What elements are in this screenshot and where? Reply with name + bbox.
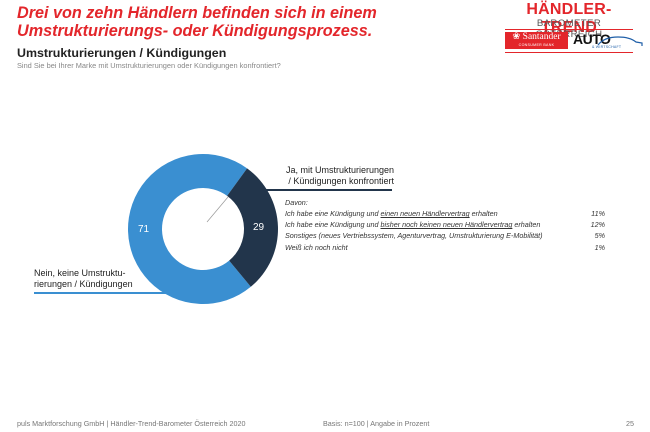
- footer-basis: Basis: n=100 | Angabe in Prozent: [323, 419, 430, 428]
- brand-divider: [505, 29, 633, 30]
- breakdown-value: 5%: [594, 231, 605, 241]
- breakdown-list: Ich habe eine Kündigung und einen neuen …: [285, 208, 605, 253]
- breakdown-text: Ich habe eine Kündigung und einen neuen …: [285, 209, 498, 218]
- breakdown-row: Ich habe eine Kündigung und einen neuen …: [285, 208, 605, 219]
- auto-wirtschaft-logo: AUTO: [573, 31, 611, 47]
- flame-icon: ❀: [512, 32, 521, 42]
- slice-value-no: 71: [138, 224, 150, 235]
- headline: Drei von zehn Händlern befinden sich in …: [17, 4, 377, 40]
- breakdown-title: Davon:: [285, 198, 308, 207]
- footer-source: puls Marktforschung GmbH | Händler-Trend…: [17, 419, 246, 428]
- breakdown-text: Weiß ich noch nicht: [285, 242, 348, 252]
- santander-logo: ❀ Santander CONSUMER BANK: [505, 32, 568, 49]
- slice-value-yes: 29: [253, 222, 265, 233]
- brand-title: HÄNDLER-TREND: [526, 1, 612, 36]
- car-outline-icon: [597, 36, 643, 46]
- breakdown-text: Sonstiges (neues Vertriebssystem, Agentu…: [285, 231, 543, 241]
- leader-line: [206, 196, 229, 223]
- breakdown-text: Ich habe eine Kündigung und bisher noch …: [285, 220, 541, 230]
- breakdown-value: 1%: [594, 242, 605, 252]
- label-yes: Ja, mit Umstrukturierungen / Kündigungen…: [285, 165, 394, 186]
- auto-wirtschaft-sub: & WIRTSCHAFT: [592, 45, 622, 49]
- breakdown-value: 12%: [590, 220, 605, 230]
- label-yes-underline: [262, 189, 392, 191]
- label-no: Nein, keine Umstruktu- rierungen / Kündi…: [34, 268, 133, 289]
- chart-subtitle: Umstrukturierungen / Kündigungen: [17, 46, 227, 60]
- slice-yes: [227, 168, 278, 287]
- breakdown-row: Ich habe eine Kündigung und bisher noch …: [285, 219, 605, 230]
- brand-divider-bottom: [505, 52, 633, 53]
- breakdown-row: Sonstiges (neues Vertriebssystem, Agentu…: [285, 230, 605, 241]
- page-number: 25: [626, 419, 634, 428]
- breakdown-row: Weiß ich noch nicht 1%: [285, 242, 605, 253]
- breakdown-value: 11%: [591, 209, 605, 218]
- survey-question: Sind Sie bei Ihrer Marke mit Umstrukturi…: [17, 61, 281, 70]
- brand-subtitle: BAROMETER ÖSTERREICH: [535, 18, 603, 40]
- slice-no: [127, 154, 251, 304]
- label-no-underline: [34, 292, 190, 294]
